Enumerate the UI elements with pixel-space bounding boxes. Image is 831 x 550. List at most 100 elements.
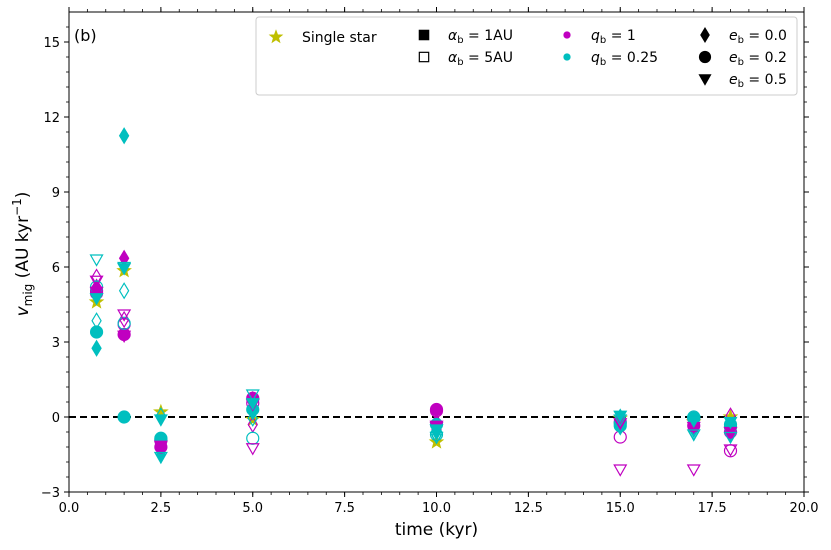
data-point-triangle-10-4 bbox=[613, 464, 628, 477]
legend-label-0: Single star bbox=[302, 30, 377, 46]
legend-label-5: eb = 0.0 bbox=[729, 28, 787, 46]
data-point-triangle-12-6 bbox=[686, 429, 701, 442]
legend-label-sub: b bbox=[457, 35, 463, 46]
data-point-triangle-11-3 bbox=[245, 398, 260, 411]
data-point-circle-8-1 bbox=[117, 316, 131, 330]
legend-label-sub: b bbox=[738, 35, 744, 46]
x-tick-label: 5.0 bbox=[242, 501, 263, 516]
data-point-triangle-12-7 bbox=[723, 431, 738, 445]
x-tick-label: 7.5 bbox=[334, 501, 355, 516]
y-tick-label: 15 bbox=[43, 36, 60, 51]
data-point-diamond-3-1 bbox=[118, 127, 130, 145]
data-point-triangle-12-4 bbox=[429, 431, 444, 445]
y-label-var: v bbox=[13, 305, 33, 316]
y-tick-label: 12 bbox=[43, 111, 60, 126]
data-point-triangle-9-2 bbox=[153, 440, 168, 453]
legend-label-4: qb = 0.25 bbox=[591, 50, 658, 68]
legend-label-var: e bbox=[729, 50, 738, 66]
x-tick-label: 10.0 bbox=[422, 501, 451, 516]
legend-frame bbox=[255, 16, 798, 96]
legend-marker-2 bbox=[418, 51, 430, 63]
legend-marker-0 bbox=[268, 29, 284, 44]
data-point-diamond-2-1 bbox=[118, 310, 130, 329]
legend-label-sub: b bbox=[600, 35, 606, 46]
data-point-triangle-10-5 bbox=[686, 464, 701, 477]
data-point-triangle-10-1 bbox=[117, 309, 132, 322]
legend-label-1: αb = 1AU bbox=[448, 28, 513, 46]
legend-label-rest: = 0.0 bbox=[744, 28, 787, 44]
legend-marker-6 bbox=[698, 50, 712, 64]
data-point-triangle-11-4 bbox=[429, 424, 444, 437]
data-point-circle-7-0 bbox=[89, 325, 104, 339]
data-point-triangle-11-2 bbox=[153, 414, 168, 427]
data-point-star-0-4 bbox=[428, 433, 445, 449]
legend-label-rest: = 0.2 bbox=[744, 50, 787, 66]
x-tick-label: 0.0 bbox=[59, 501, 80, 516]
legend-label-rest: = 0.25 bbox=[606, 50, 658, 66]
data-point-triangle-11-0 bbox=[89, 293, 104, 306]
x-axis-label: time (kyr) bbox=[395, 520, 478, 540]
svg-text:vmig (AU kyr−1): vmig (AU kyr−1) bbox=[10, 192, 35, 317]
data-point-triangle-12-1 bbox=[117, 261, 132, 275]
data-point-diamond-4-1 bbox=[118, 282, 130, 300]
legend-label-var: α bbox=[448, 28, 458, 44]
data-point-triangle-12-5 bbox=[613, 414, 628, 427]
legend-label-6: eb = 0.2 bbox=[729, 50, 787, 68]
data-point-triangle-12-0 bbox=[89, 254, 104, 267]
y-label-rest: (AU kyr bbox=[13, 216, 33, 284]
x-tick-label: 20.0 bbox=[790, 501, 819, 516]
legend-marker-3 bbox=[563, 31, 571, 39]
y-label-sup: −1 bbox=[10, 198, 24, 216]
legend-label-7: eb = 0.5 bbox=[729, 72, 787, 90]
legend-label-rest: = 1 bbox=[606, 28, 636, 44]
y-tick-label: 3 bbox=[52, 336, 60, 351]
x-tick-label: 17.5 bbox=[698, 501, 727, 516]
data-point-diamond-4-3 bbox=[247, 409, 258, 427]
data-point-triangle-11-7 bbox=[723, 416, 738, 430]
data-point-triangle-12-2 bbox=[153, 451, 168, 465]
data-point-diamond-3-0 bbox=[91, 339, 102, 357]
legend-label-var: q bbox=[591, 28, 600, 44]
y-tick-label: −3 bbox=[41, 486, 60, 501]
data-points bbox=[88, 127, 739, 477]
y-tick-label: 6 bbox=[52, 261, 60, 276]
y-tick-label: 0 bbox=[52, 411, 60, 426]
legend-label-var: e bbox=[729, 72, 738, 88]
legend-marker-1 bbox=[418, 29, 430, 41]
legend-label-2: αb = 5AU bbox=[448, 50, 513, 68]
data-point-circle-7-1 bbox=[117, 410, 131, 424]
legend-label-rest: = 5AU bbox=[464, 50, 513, 66]
y-axis-label: vmig (AU kyr−1) bbox=[10, 192, 35, 317]
legend-marker-4 bbox=[563, 53, 571, 61]
legend-label-rest: = 1AU bbox=[464, 28, 513, 44]
legend-label-sub: b bbox=[600, 57, 606, 68]
data-point-triangle-11-1 bbox=[117, 263, 132, 276]
data-point-triangle-12-3 bbox=[245, 389, 260, 402]
panel-label: (b) bbox=[74, 26, 97, 45]
data-point-circle-6-4 bbox=[429, 404, 444, 418]
legend-label-var: e bbox=[729, 28, 738, 44]
data-point-triangle-10-2 bbox=[245, 443, 260, 456]
y-label-close: ) bbox=[13, 192, 33, 199]
legend-label-var: α bbox=[448, 50, 458, 66]
legend-label-3: qb = 1 bbox=[591, 28, 636, 46]
x-tick-label: 15.0 bbox=[606, 501, 635, 516]
legend-marker-7 bbox=[698, 74, 712, 86]
legend-marker-5 bbox=[700, 26, 710, 44]
legend-label-rest: = 0.5 bbox=[744, 72, 787, 88]
legend-label-sub: b bbox=[457, 57, 463, 68]
legend-label-sub: b bbox=[738, 79, 744, 90]
data-point-triangle-10-6 bbox=[723, 444, 738, 457]
x-tick-label: 12.5 bbox=[514, 501, 543, 516]
legend-label-var: q bbox=[591, 50, 600, 66]
x-tick-label: 2.5 bbox=[151, 501, 172, 516]
legend-label-sub: b bbox=[738, 57, 744, 68]
y-tick-label: 9 bbox=[52, 186, 60, 201]
y-label-sub: mig bbox=[21, 284, 35, 307]
data-point-triangle-10-0 bbox=[89, 275, 104, 288]
data-point-triangle-9-1 bbox=[117, 330, 132, 343]
data-point-triangle-11-6 bbox=[686, 415, 701, 428]
data-point-triangle-11-5 bbox=[613, 410, 628, 423]
